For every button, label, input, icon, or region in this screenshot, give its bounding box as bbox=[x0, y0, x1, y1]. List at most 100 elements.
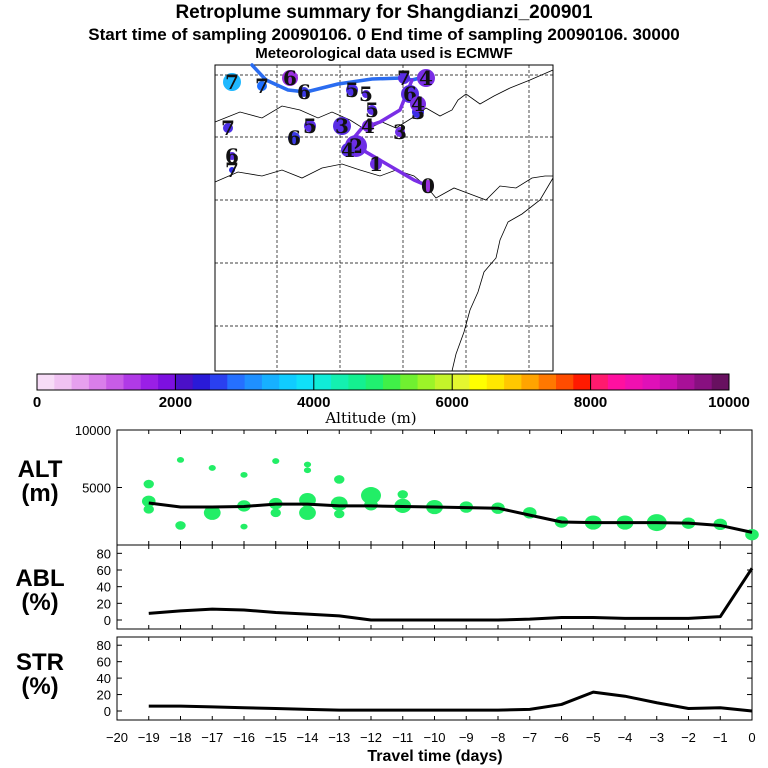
map-day-label: 3 bbox=[393, 120, 407, 144]
colorbar-swatch bbox=[192, 374, 211, 390]
map-day-label: 6 bbox=[283, 66, 297, 90]
coastlines bbox=[214, 69, 554, 372]
altitude-cluster-point bbox=[176, 457, 185, 463]
altitude-cluster-point bbox=[299, 505, 316, 520]
map-day-markers: 012345673456734567567674 bbox=[221, 66, 435, 198]
abl-panel-title: ABL bbox=[15, 565, 65, 592]
x-tick-label: −4 bbox=[618, 730, 633, 745]
altitude-cluster-point bbox=[303, 467, 312, 474]
map-day-label: 6 bbox=[297, 80, 311, 104]
map-day-label: 1 bbox=[369, 152, 383, 176]
x-tick-label: −3 bbox=[649, 730, 664, 745]
map-marker-circle bbox=[223, 123, 233, 133]
trajectory-segment-main bbox=[350, 78, 430, 188]
y-tick-label: 0 bbox=[104, 704, 111, 719]
colorbar-swatch bbox=[365, 374, 384, 390]
y-tick-label: 20 bbox=[97, 688, 111, 703]
colorbar-swatch bbox=[227, 374, 246, 390]
altitude-colorbar bbox=[36, 373, 730, 391]
x-tick-label: −16 bbox=[233, 730, 255, 745]
colorbar-swatch bbox=[642, 374, 661, 390]
colorbar-swatch bbox=[313, 374, 332, 390]
colorbar-tick-label: 4000 bbox=[297, 394, 331, 411]
map-marker-circle bbox=[417, 69, 435, 87]
colorbar-swatch bbox=[590, 374, 609, 390]
colorbar-tick-label: 6000 bbox=[435, 394, 469, 411]
colorbar-swatch bbox=[331, 374, 349, 390]
map-marker-circle bbox=[288, 132, 300, 144]
map-day-label: 5 bbox=[303, 114, 317, 138]
map-marker-circle bbox=[228, 152, 236, 160]
map-day-label: 6 bbox=[287, 126, 301, 150]
map-day-label: 6 bbox=[225, 144, 239, 168]
altitude-cluster-point bbox=[143, 479, 154, 489]
colorbar-swatch bbox=[140, 374, 159, 390]
colorbar-swatch bbox=[296, 374, 315, 390]
colorbar-tick-label: 2000 bbox=[158, 394, 193, 411]
colorbar-swatch bbox=[279, 374, 297, 390]
colorbar-swatch bbox=[607, 374, 626, 390]
x-tick-label: −8 bbox=[491, 730, 506, 745]
alt-panel-title: ALT bbox=[17, 456, 63, 483]
str-panel-unit: (%) bbox=[21, 673, 59, 700]
altitude-cluster-point bbox=[361, 487, 381, 505]
y-tick-label: 10000 bbox=[75, 423, 111, 438]
map-marker-circle bbox=[304, 120, 316, 132]
map-day-label: 0 bbox=[421, 174, 435, 198]
colorbar-swatch bbox=[677, 374, 695, 390]
colorbar-swatch bbox=[417, 374, 436, 390]
colorbar-swatch bbox=[175, 374, 194, 390]
colorbar-swatch bbox=[210, 374, 228, 390]
y-tick-label: 5000 bbox=[82, 481, 111, 496]
colorbar-swatch bbox=[37, 374, 55, 390]
chart-title: Retroplume summary for Shangdianzi_20090… bbox=[175, 2, 593, 23]
map-day-label: 4 bbox=[341, 138, 355, 162]
x-tick-label: −5 bbox=[586, 730, 601, 745]
x-tick-label: 0 bbox=[748, 730, 755, 745]
map-marker-circle bbox=[367, 105, 377, 115]
coastline-north bbox=[214, 69, 554, 131]
y-tick-label: 60 bbox=[97, 655, 111, 670]
map-marker-circle bbox=[299, 87, 309, 97]
x-tick-label: −2 bbox=[681, 730, 696, 745]
colorbar-swatch bbox=[659, 374, 678, 390]
colorbar-swatch bbox=[106, 374, 124, 390]
altitude-cluster-point bbox=[330, 496, 348, 511]
colorbar-swatch bbox=[694, 374, 713, 390]
map-marker-circle bbox=[341, 143, 355, 157]
map-gridlines bbox=[215, 65, 553, 371]
colorbar-swatch bbox=[158, 374, 176, 390]
altitude-cluster-point bbox=[143, 505, 154, 514]
map-day-label: 7 bbox=[397, 66, 411, 90]
series-line bbox=[148, 690, 753, 713]
x-tick-label: −7 bbox=[522, 730, 537, 745]
x-tick-label: −14 bbox=[296, 730, 318, 745]
map-marker-circle bbox=[223, 73, 241, 91]
map-day-label: 3 bbox=[335, 114, 349, 138]
x-tick-label: −10 bbox=[423, 730, 445, 745]
colorbar-swatch bbox=[521, 374, 540, 390]
x-tick-label: −15 bbox=[265, 730, 287, 745]
altitude-cluster-point bbox=[175, 521, 186, 530]
map-frame bbox=[214, 64, 554, 372]
altitude-cluster-point bbox=[240, 523, 248, 530]
map-day-label: 7 bbox=[221, 116, 235, 140]
series-line bbox=[148, 501, 753, 534]
x-tick-label: −1 bbox=[713, 730, 728, 745]
altitude-cluster-point bbox=[334, 509, 345, 519]
colorbar-swatch bbox=[88, 374, 107, 390]
map-day-label: 5 bbox=[365, 98, 379, 122]
map-panel: 012345673456734567567674 bbox=[214, 63, 554, 372]
map-day-label: 4 bbox=[419, 66, 433, 90]
altitude-cluster-point bbox=[303, 461, 312, 468]
x-tick-label: −6 bbox=[554, 730, 569, 745]
altitude-cluster-point bbox=[397, 490, 408, 499]
colorbar-label: Altitude (m) bbox=[325, 409, 417, 427]
x-tick-label: −12 bbox=[360, 730, 382, 745]
map-marker-circle bbox=[282, 70, 298, 86]
met-data-line: Meteorological data used is ECMWF bbox=[255, 45, 513, 62]
colorbar-swatch bbox=[573, 374, 592, 390]
map-marker-circle bbox=[257, 81, 267, 91]
x-tick-label: −18 bbox=[169, 730, 191, 745]
